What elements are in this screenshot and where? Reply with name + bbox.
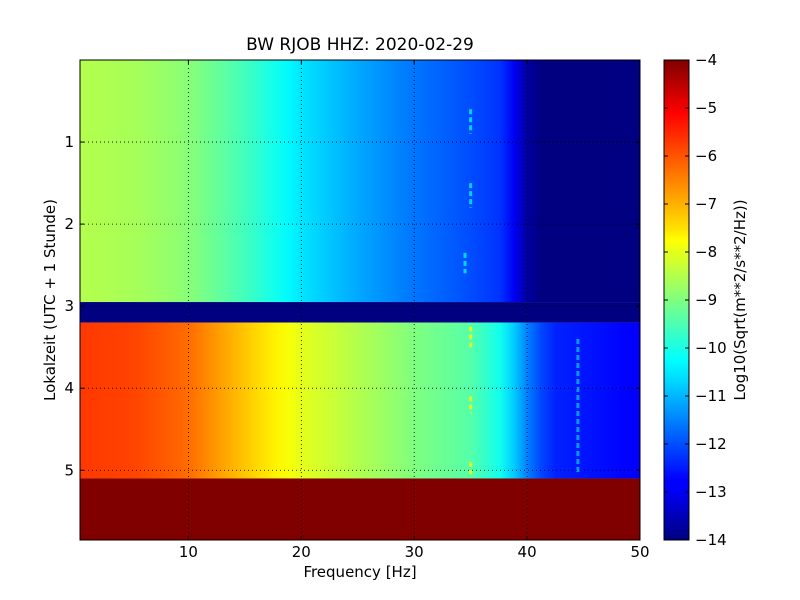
x-tick-label: 10 (179, 543, 198, 561)
segment-no-data (80, 478, 640, 540)
x-tick-label: 40 (518, 543, 537, 561)
colorbar-tick-label: −12 (695, 435, 727, 453)
colorbar-tick-label: −4 (695, 51, 717, 69)
colorbar-gradient (663, 59, 690, 541)
colorbar-tick-label: −14 (695, 531, 727, 549)
x-tick-label: 30 (405, 543, 424, 561)
segment-night (80, 60, 640, 303)
y-tick-label: 1 (64, 133, 74, 151)
colorbar: −4 −5 −6 −7 −8 −9 −10 −11 −12 −13 −14 Log10(Sqrt(m… (663, 51, 749, 549)
plot-frame (79, 59, 641, 541)
colorbar-tick-label: −13 (695, 483, 727, 501)
x-axis-ticks: 10 20 30 40 50 (179, 60, 650, 561)
colorbar-label: Log10(Sqrt(m**2/s**2/Hz)) (731, 199, 749, 400)
segment-day (80, 322, 640, 479)
x-tick-label: 50 (630, 543, 649, 561)
heatmap (80, 60, 640, 540)
y-tick-label: 4 (64, 379, 74, 397)
colorbar-tick-label: −7 (695, 195, 717, 213)
colorbar-tick-label: −11 (695, 387, 727, 405)
colorbar-tick-label: −10 (695, 339, 727, 357)
x-tick-label: 20 (292, 543, 311, 561)
grid-lines (80, 60, 640, 540)
y-axis-label: Lokalzeit (UTC + 1 Stunde) (41, 199, 59, 401)
spectral-lines (463, 109, 580, 475)
plot-area: 10 20 30 40 50 1 2 3 4 5 (64, 59, 650, 561)
colorbar-tick-label: −6 (695, 147, 717, 165)
chart-title: BW RJOB HHZ: 2020-02-29 (246, 35, 474, 55)
y-tick-label: 5 (64, 461, 74, 479)
y-tick-label: 2 (64, 215, 74, 233)
x-axis-label: Frequency [Hz] (303, 563, 416, 581)
colorbar-ticks: −4 −5 −6 −7 −8 −9 −10 −11 −12 −13 −14 (664, 51, 727, 549)
colorbar-tick-label: −9 (695, 291, 717, 309)
y-axis-ticks: 1 2 3 4 5 (64, 133, 640, 479)
colorbar-tick-label: −5 (695, 99, 717, 117)
y-tick-label: 3 (64, 297, 74, 315)
segment-gap (80, 302, 640, 323)
colorbar-tick-label: −8 (695, 243, 717, 261)
